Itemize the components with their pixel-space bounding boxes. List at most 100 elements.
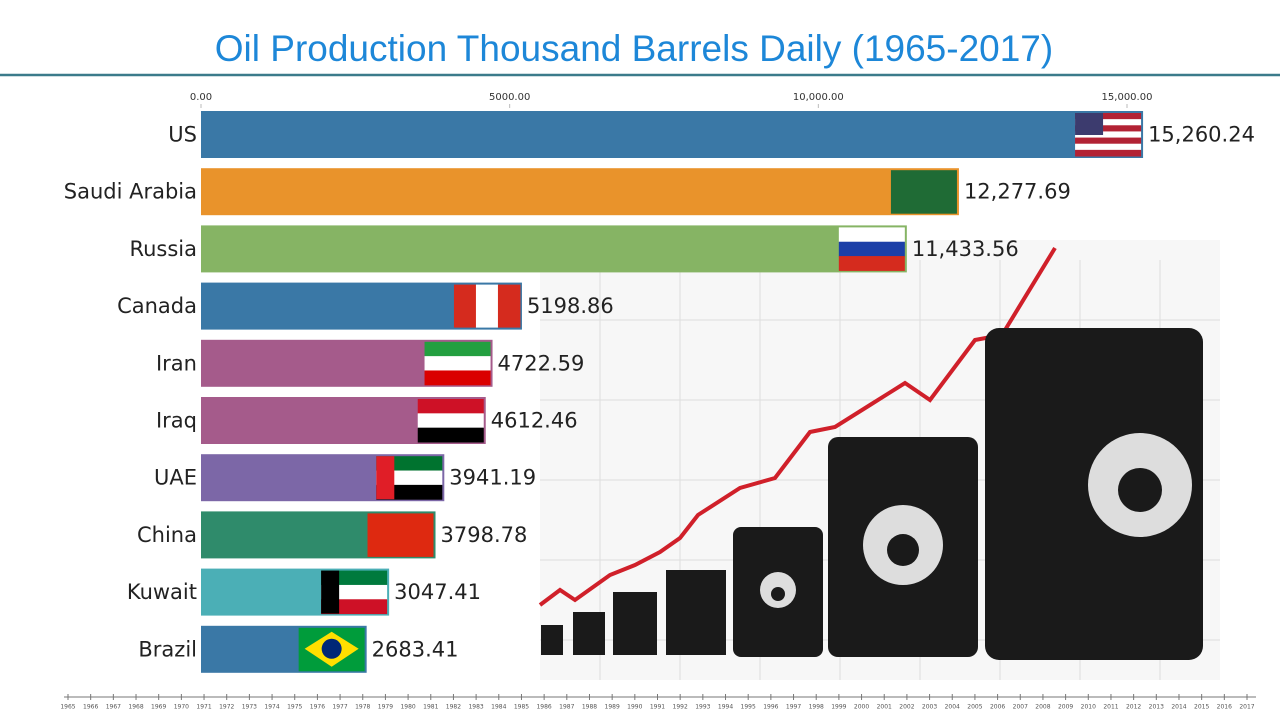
flag-stripe: [1075, 131, 1142, 139]
flag: [417, 399, 484, 443]
timeline-label: 2000: [854, 704, 869, 711]
flag-stripe: [417, 427, 484, 443]
flag: [890, 170, 957, 214]
timeline-label: 1978: [355, 704, 370, 711]
timeline-label: 2016: [1217, 704, 1232, 711]
timeline-label: 1991: [650, 704, 665, 711]
timeline-label: 1983: [468, 704, 483, 711]
timeline-label: 2005: [967, 704, 982, 711]
timeline-label: 2012: [1126, 704, 1141, 711]
category-label: Iran: [156, 351, 197, 375]
flag-stripe: [1075, 119, 1142, 126]
category-label: Russia: [129, 237, 197, 261]
category-label: Brazil: [138, 637, 197, 661]
trend-line: [538, 246, 1057, 607]
timeline-label: 1999: [831, 704, 846, 711]
timeline-label: 2013: [1149, 704, 1164, 711]
timeline-label: 2007: [1013, 704, 1028, 711]
timeline-label: 1985: [514, 704, 529, 711]
flag-stripe: [838, 256, 905, 271]
timeline-label: 1986: [536, 704, 551, 711]
value-label: 3941.19: [449, 466, 536, 490]
flag-stripe: [475, 284, 499, 328]
flag-canton: [376, 456, 395, 500]
flag: [321, 570, 388, 615]
timeline-label: 1966: [83, 704, 98, 711]
timeline-label: 1996: [763, 704, 778, 711]
flag: [424, 341, 491, 386]
flag-stripe: [1075, 137, 1142, 145]
timeline-label: 1975: [287, 704, 302, 711]
x-tick-label: 5000.00: [489, 92, 530, 103]
value-label: 12,277.69: [964, 180, 1071, 204]
timeline-label: 2006: [990, 704, 1005, 711]
value-label: 4722.59: [498, 351, 585, 375]
value-label: 3798.78: [441, 523, 528, 547]
category-label: UAE: [154, 466, 197, 490]
background-illustration: [538, 240, 1220, 680]
timeline-label: 1990: [627, 704, 642, 711]
timeline-label: 2009: [1058, 704, 1073, 711]
flag-canton: [1075, 113, 1104, 135]
timeline-label: 1987: [559, 704, 574, 711]
flag-stripe: [1075, 149, 1142, 157]
timeline-label: 1977: [332, 704, 347, 711]
flag-stripe: [417, 413, 484, 429]
flag-stripe: [417, 399, 484, 414]
timeline-label: 1965: [60, 704, 75, 711]
timeline-label: 1997: [786, 704, 801, 711]
timeline-label: 1989: [605, 704, 620, 711]
barrels: [541, 328, 1203, 660]
flag-stripe: [453, 284, 477, 328]
timeline-label: 1973: [242, 704, 257, 711]
timeline-label: 1988: [582, 704, 597, 711]
flag-stripe: [424, 370, 491, 386]
timeline-label: 1995: [741, 704, 756, 711]
timeline-label: 2002: [899, 704, 914, 711]
category-label: China: [137, 523, 197, 547]
value-label: 3047.41: [394, 580, 481, 604]
flag: [838, 227, 905, 271]
timeline-label: 1969: [151, 704, 166, 711]
category-label: Saudi Arabia: [64, 180, 197, 204]
bar: [201, 111, 1144, 158]
flag-canton: [321, 570, 340, 614]
value-label: 5198.86: [527, 294, 614, 318]
flag-stripe: [497, 284, 521, 328]
timeline-label: 2003: [922, 704, 937, 711]
flag-stripe: [890, 170, 957, 214]
timeline-label: 1979: [378, 704, 393, 711]
timeline-label: 1980: [400, 704, 415, 711]
timeline-label: 2011: [1103, 704, 1118, 711]
x-tick-label: 15,000.00: [1102, 92, 1153, 103]
value-label: 15,260.24: [1148, 123, 1255, 147]
timeline-label: 1970: [174, 704, 189, 711]
x-tick-label: 0.00: [190, 92, 212, 103]
flag-stripe: [424, 341, 491, 357]
timeline-label: 2017: [1239, 704, 1254, 711]
flag: [453, 284, 521, 328]
chart-title: Oil Production Thousand Barrels Daily (1…: [215, 28, 1053, 69]
timeline-label: 1971: [196, 704, 211, 711]
timeline-label: 1982: [446, 704, 461, 711]
flag-stripe: [1075, 113, 1142, 120]
flag-stripe: [1075, 143, 1142, 151]
timeline-label: 2008: [1035, 704, 1050, 711]
flag-stripe: [1075, 125, 1142, 132]
timeline-label: 1968: [128, 704, 143, 711]
timeline-label: 1998: [809, 704, 824, 711]
timeline-label: 1984: [491, 704, 506, 711]
x-tick-label: 10,000.00: [793, 92, 844, 103]
category-label: Kuwait: [127, 580, 197, 604]
timeline-label: 1976: [310, 704, 325, 711]
timeline-label: 1993: [695, 704, 710, 711]
value-label: 11,433.56: [912, 237, 1019, 261]
flag-stripe: [838, 241, 905, 257]
timeline-label: 2010: [1081, 704, 1096, 711]
timeline-label: 2014: [1171, 704, 1186, 711]
timeline-label: 2004: [945, 704, 960, 711]
category-label: US: [168, 123, 197, 147]
value-label: 4612.46: [491, 409, 578, 433]
